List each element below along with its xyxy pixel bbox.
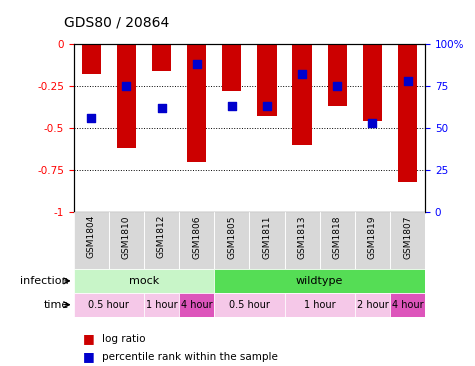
Bar	[293, 44, 312, 145]
Text: 2 hour: 2 hour	[357, 300, 388, 310]
Bar	[152, 44, 171, 71]
Bar	[144, 212, 179, 269]
Bar	[257, 44, 276, 116]
Text: GSM1818: GSM1818	[333, 215, 342, 259]
Bar	[214, 269, 425, 293]
Bar	[74, 293, 144, 317]
Bar	[187, 44, 206, 162]
Bar	[214, 212, 249, 269]
Text: 0.5 hour: 0.5 hour	[88, 300, 129, 310]
Bar	[328, 44, 347, 106]
Bar	[355, 212, 390, 269]
Bar	[285, 293, 355, 317]
Text: GSM1812: GSM1812	[157, 215, 166, 258]
Text: log ratio: log ratio	[102, 333, 146, 344]
Text: 0.5 hour: 0.5 hour	[229, 300, 270, 310]
Text: GSM1810: GSM1810	[122, 215, 131, 259]
Bar	[179, 293, 214, 317]
Text: GSM1813: GSM1813	[298, 215, 306, 259]
Text: ■: ■	[83, 332, 95, 345]
Bar	[74, 212, 109, 269]
Bar	[179, 212, 214, 269]
Bar	[285, 212, 320, 269]
Bar	[222, 44, 241, 91]
Point	[123, 83, 130, 89]
Bar	[144, 293, 179, 317]
Text: 4 hour: 4 hour	[392, 300, 423, 310]
Text: 4 hour: 4 hour	[181, 300, 212, 310]
Text: time: time	[44, 300, 69, 310]
Point	[333, 83, 341, 89]
Point	[193, 61, 200, 67]
Text: 1 hour: 1 hour	[304, 300, 335, 310]
Text: wildtype: wildtype	[296, 276, 343, 286]
Text: GSM1804: GSM1804	[87, 215, 95, 258]
Text: GSM1805: GSM1805	[228, 215, 236, 259]
Text: GSM1806: GSM1806	[192, 215, 201, 259]
Text: GSM1811: GSM1811	[263, 215, 271, 259]
Point	[228, 103, 236, 109]
Point	[87, 115, 95, 121]
Text: infection: infection	[20, 276, 69, 286]
Point	[263, 103, 271, 109]
Bar	[74, 269, 214, 293]
Text: GSM1807: GSM1807	[403, 215, 412, 259]
Point	[298, 71, 306, 77]
Bar	[320, 212, 355, 269]
Bar	[363, 44, 382, 122]
Bar	[390, 293, 425, 317]
Point	[369, 120, 376, 126]
Point	[158, 105, 165, 111]
Bar	[109, 212, 144, 269]
Text: GSM1819: GSM1819	[368, 215, 377, 259]
Text: mock: mock	[129, 276, 159, 286]
Bar	[355, 293, 390, 317]
Text: 1 hour: 1 hour	[146, 300, 177, 310]
Bar	[398, 44, 417, 182]
Bar	[249, 212, 285, 269]
Text: GDS80 / 20864: GDS80 / 20864	[64, 15, 170, 29]
Text: ■: ■	[83, 350, 95, 363]
Bar	[214, 293, 285, 317]
Point	[404, 78, 411, 84]
Bar	[117, 44, 136, 148]
Text: percentile rank within the sample: percentile rank within the sample	[102, 352, 278, 362]
Bar	[82, 44, 101, 74]
Bar	[390, 212, 425, 269]
